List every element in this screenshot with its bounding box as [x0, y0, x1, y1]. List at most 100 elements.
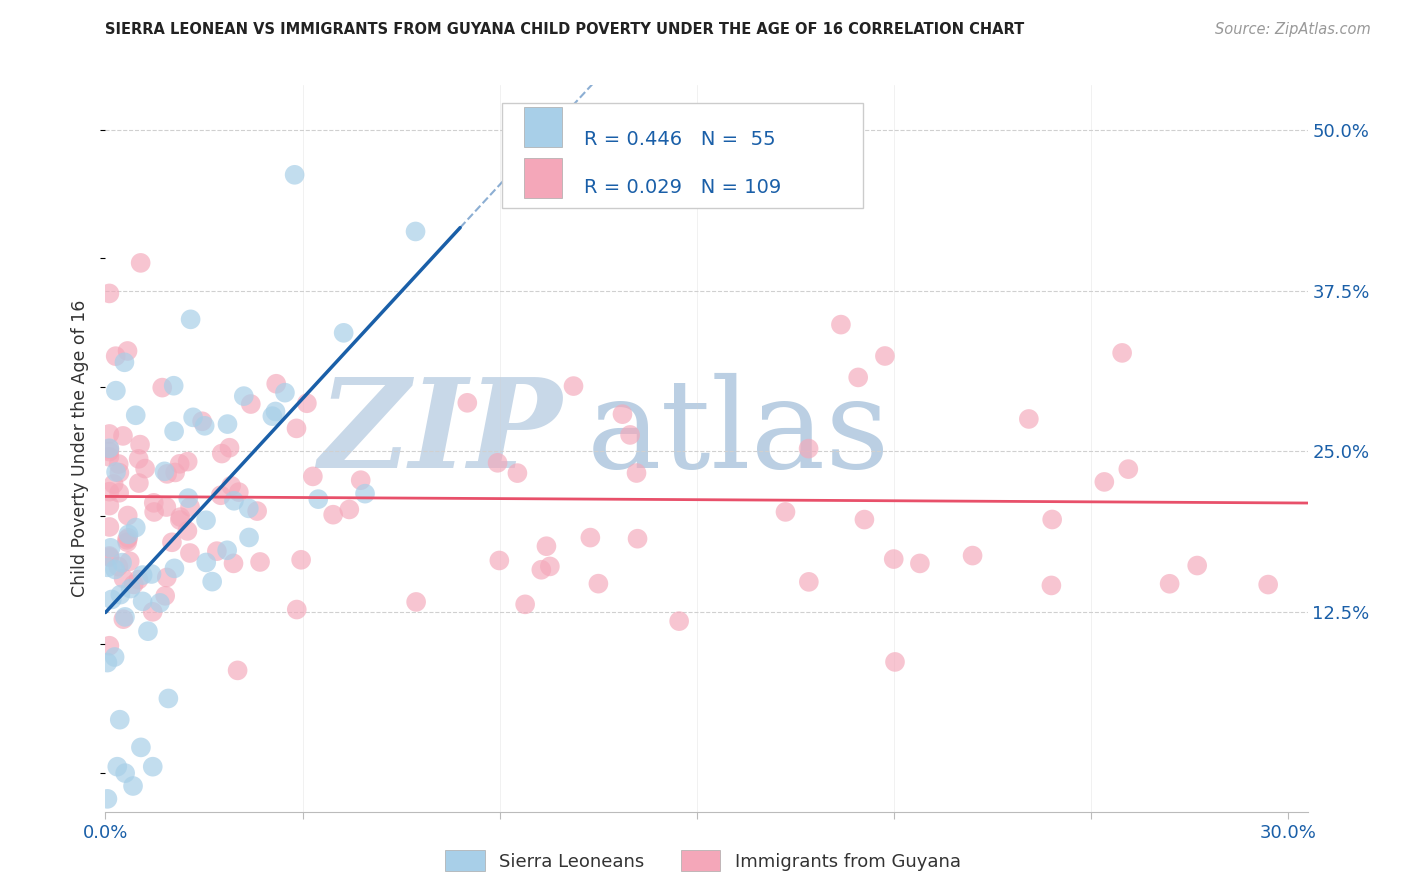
Point: [222, 557, 245, 571]
Point: [100, 541, 122, 555]
Point: [195, 513, 218, 527]
Point: [98, 484, 121, 499]
Point: [218, 441, 240, 455]
Point: [1257, 577, 1279, 591]
Text: ZIP: ZIP: [319, 373, 562, 494]
Point: [249, 555, 271, 569]
Point: [179, 500, 201, 514]
Point: [111, 429, 134, 443]
Point: [262, 409, 284, 424]
Point: [155, 500, 177, 514]
Point: [129, 740, 152, 755]
Point: [114, 610, 136, 624]
FancyBboxPatch shape: [524, 107, 562, 147]
Point: [163, 561, 186, 575]
Point: [169, 457, 191, 471]
Point: [134, 461, 156, 475]
Point: [238, 501, 260, 516]
Point: [104, 562, 127, 576]
Point: [274, 385, 297, 400]
Point: [179, 546, 201, 560]
Point: [626, 466, 648, 480]
Point: [169, 510, 191, 524]
Point: [98, 499, 121, 513]
Point: [962, 549, 984, 563]
FancyBboxPatch shape: [524, 158, 562, 198]
Point: [405, 595, 427, 609]
Point: [180, 312, 202, 326]
Point: [114, 355, 136, 369]
Point: [626, 148, 648, 162]
Point: [105, 465, 128, 479]
Point: [142, 760, 165, 774]
Point: [176, 454, 198, 468]
Point: [239, 397, 262, 411]
Point: [285, 602, 308, 616]
Point: [101, 592, 124, 607]
Text: atlas: atlas: [586, 373, 890, 494]
Point: [131, 568, 153, 582]
Point: [873, 349, 896, 363]
Point: [98, 450, 121, 464]
Point: [98, 442, 121, 456]
Point: [530, 563, 553, 577]
Point: [98, 639, 121, 653]
Point: [562, 379, 585, 393]
Point: [156, 467, 179, 481]
Point: [176, 524, 198, 538]
Text: R = 0.446   N =  55: R = 0.446 N = 55: [583, 129, 776, 149]
Text: SIERRA LEONEAN VS IMMIGRANTS FROM GUYANA CHILD POVERTY UNDER THE AGE OF 16 CORRE: SIERRA LEONEAN VS IMMIGRANTS FROM GUYANA…: [105, 22, 1025, 37]
Point: [285, 421, 308, 435]
Point: [626, 532, 648, 546]
Point: [98, 444, 121, 458]
Point: [797, 574, 820, 589]
Text: Source: ZipAtlas.com: Source: ZipAtlas.com: [1215, 22, 1371, 37]
Point: [228, 485, 250, 500]
Point: [506, 466, 529, 480]
Point: [1111, 346, 1133, 360]
Point: [536, 539, 558, 553]
Point: [163, 425, 186, 439]
Point: [96, 656, 118, 670]
Point: [163, 378, 186, 392]
Point: [136, 624, 159, 639]
Point: [96, 792, 118, 806]
Point: [98, 442, 121, 456]
Point: [232, 389, 254, 403]
Point: [108, 713, 131, 727]
Point: [122, 779, 145, 793]
Point: [195, 556, 218, 570]
Point: [107, 457, 129, 471]
Point: [129, 437, 152, 451]
Point: [149, 596, 172, 610]
Point: [307, 492, 329, 507]
Point: [129, 256, 152, 270]
Point: [332, 326, 354, 340]
Point: [156, 570, 179, 584]
Point: [143, 505, 166, 519]
Y-axis label: Child Poverty Under the Age of 16: Child Poverty Under the Age of 16: [72, 300, 90, 597]
Point: [302, 469, 325, 483]
Point: [112, 612, 135, 626]
Point: [142, 605, 165, 619]
Point: [96, 560, 118, 574]
Point: [107, 559, 129, 574]
Legend: Sierra Leoneans, Immigrants from Guyana: Sierra Leoneans, Immigrants from Guyana: [437, 843, 969, 879]
Point: [797, 442, 820, 456]
Point: [128, 476, 150, 491]
Point: [153, 589, 176, 603]
Point: [165, 466, 187, 480]
Point: [853, 512, 876, 526]
Point: [120, 582, 142, 596]
FancyBboxPatch shape: [502, 103, 863, 209]
Point: [217, 543, 239, 558]
Point: [157, 691, 180, 706]
Point: [619, 428, 641, 442]
Point: [222, 493, 245, 508]
Point: [194, 418, 217, 433]
Point: [108, 466, 131, 480]
Point: [142, 496, 165, 510]
Point: [238, 531, 260, 545]
Point: [668, 614, 690, 628]
Point: [201, 574, 224, 589]
